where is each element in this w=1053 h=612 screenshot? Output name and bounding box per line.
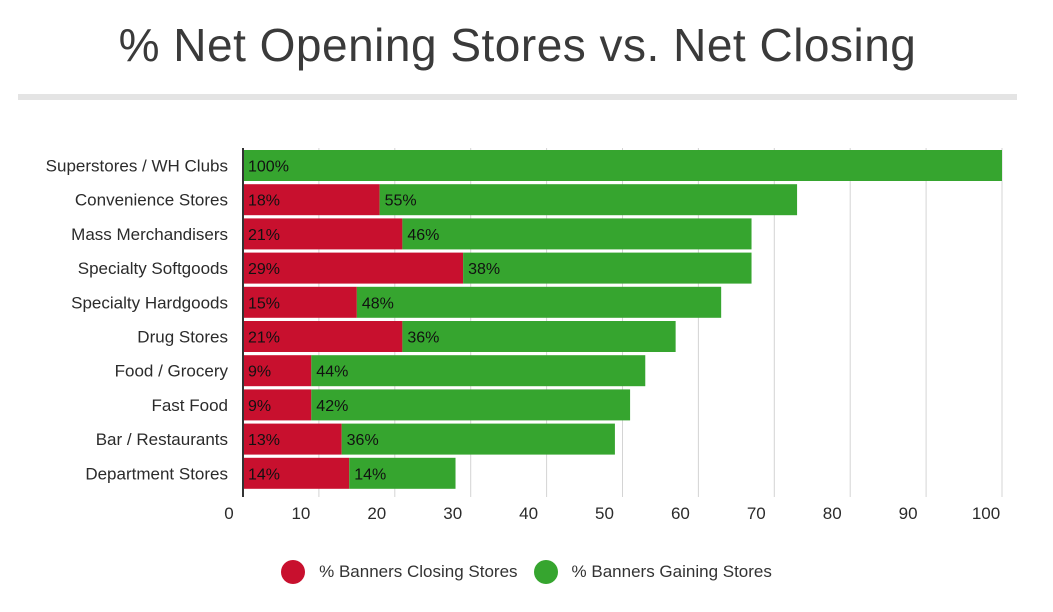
data-label-gaining: 38% (468, 261, 500, 278)
legend-closing-label: % Banners Closing Stores (319, 562, 518, 581)
x-axis-ticks: 0 10 20 30 40 50 60 70 80 90 100 (224, 504, 1000, 523)
bar-gaining (311, 355, 646, 387)
bar-gaining (243, 150, 1002, 181)
legend-gaining-dot-icon (533, 560, 558, 584)
data-label-closing: 9% (248, 364, 271, 381)
x-tick-label: 90 (899, 504, 918, 523)
data-label-closing: 21% (248, 227, 280, 244)
x-tick-label: 70 (747, 504, 766, 523)
category-labels: Superstores / WH Clubs Convenience Stores… (46, 157, 229, 484)
category-label: Fast Food (151, 396, 228, 415)
data-label-gaining: 100% (248, 159, 289, 176)
x-tick-label: 80 (823, 504, 842, 523)
bar-gaining (402, 321, 676, 352)
data-label-gaining: 36% (347, 432, 379, 449)
data-label-closing: 15% (248, 295, 280, 312)
bar-closing (243, 355, 312, 387)
category-label: Bar / Restaurants (96, 430, 228, 449)
bar-closing (243, 218, 403, 250)
data-label-gaining: 36% (407, 330, 439, 347)
category-label: Specialty Softgoods (78, 259, 228, 278)
title-divider (18, 94, 1017, 100)
bar-gaining (463, 252, 752, 284)
bar-gaining (402, 218, 752, 250)
data-label-gaining: 42% (316, 398, 348, 415)
legend-item-gaining[interactable]: % Banners Gaining Stores (533, 560, 772, 584)
bar-closing (243, 286, 357, 318)
bar-closing (243, 389, 312, 421)
x-tick-label: 20 (367, 504, 386, 523)
category-label: Specialty Hardgoods (71, 293, 228, 312)
data-label-gaining: 48% (362, 295, 394, 312)
category-label: Food / Grocery (115, 362, 229, 381)
data-label-closing: 13% (248, 432, 280, 449)
data-label-closing: 21% (248, 330, 280, 347)
data-label-gaining: 46% (407, 227, 439, 244)
x-tick-label: 100 (972, 504, 1000, 523)
x-tick-label: 30 (443, 504, 462, 523)
bar-gaining (379, 184, 798, 216)
legend-gaining-label: % Banners Gaining Stores (571, 562, 772, 581)
legend-item-closing[interactable]: % Banners Closing Stores (281, 560, 518, 584)
data-label-gaining: 44% (316, 364, 348, 381)
bar-gaining (349, 457, 456, 489)
bar-closing (243, 184, 380, 216)
data-label-gaining: 55% (385, 193, 417, 210)
category-label: Superstores / WH Clubs (46, 157, 228, 176)
x-tick-label: 10 (291, 504, 310, 523)
data-label-closing: 29% (248, 261, 280, 278)
bar-closing (243, 457, 350, 489)
chart-title: % Net Opening Stores vs. Net Closing (118, 19, 917, 71)
x-tick-label: 0 (224, 504, 233, 523)
x-tick-label: 50 (595, 504, 614, 523)
data-label-closing: 18% (248, 193, 280, 210)
category-label: Drug Stores (137, 328, 228, 347)
bar-gaining (341, 423, 615, 455)
data-label-closing: 9% (248, 398, 271, 415)
category-label: Mass Merchandisers (71, 225, 228, 244)
x-tick-label: 40 (519, 504, 538, 523)
bars: 100% 18% 55% 21% 46% 29% 38% 15% 48% 21% 36% 9% 44% 9… (243, 150, 1002, 489)
category-label: Convenience Stores (75, 191, 228, 210)
bar-gaining (311, 389, 631, 421)
bar-closing (243, 252, 464, 284)
x-tick-label: 60 (671, 504, 690, 523)
bar-closing (243, 423, 342, 455)
legend: % Banners Closing Stores % Banners Gaini… (0, 560, 1053, 584)
category-label: Department Stores (85, 464, 228, 483)
bar-closing (243, 321, 403, 352)
data-label-gaining: 14% (354, 466, 386, 483)
legend-closing-dot-icon (281, 560, 306, 584)
bar-gaining (356, 286, 722, 318)
data-label-closing: 14% (248, 466, 280, 483)
